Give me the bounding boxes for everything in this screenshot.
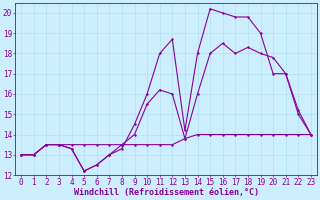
X-axis label: Windchill (Refroidissement éolien,°C): Windchill (Refroidissement éolien,°C) bbox=[74, 188, 259, 197]
